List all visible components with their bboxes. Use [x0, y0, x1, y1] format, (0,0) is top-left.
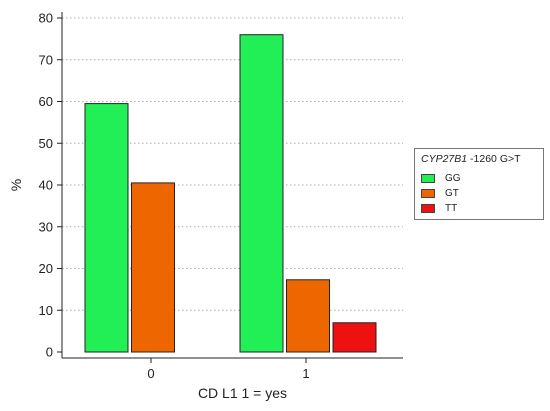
x-axis-label: CD L1 1 = yes: [198, 385, 287, 401]
legend: CYP27B1 -1260 G>T GG GT TT: [414, 148, 544, 220]
legend-title-gene: CYP27B1: [421, 153, 468, 165]
y-tick-label-0: 0: [46, 345, 53, 360]
y-tick-label-50: 50: [39, 136, 53, 151]
bar-gg-0: [84, 103, 129, 353]
bar-gt-1: [286, 279, 330, 353]
y-tick-label-20: 20: [39, 261, 53, 276]
y-tick-label-40: 40: [39, 178, 53, 193]
legend-swatch-gg: [421, 174, 435, 183]
legend-title: CYP27B1 -1260 G>T: [421, 153, 537, 165]
legend-title-variant: -1260 G>T: [467, 153, 521, 165]
legend-swatch-gt: [421, 189, 435, 198]
bar-gt-0: [131, 182, 175, 353]
x-tick-label-0: 0: [147, 366, 154, 381]
y-tick-label-30: 30: [39, 219, 53, 234]
legend-item-gg: GG: [421, 171, 537, 186]
bar-tt-1: [332, 322, 377, 353]
legend-item-tt: TT: [421, 201, 537, 216]
y-axis-label: %: [8, 179, 24, 191]
x-tick-label-1: 1: [302, 366, 309, 381]
bar-gg-1: [239, 34, 284, 353]
legend-label-gt: GT: [445, 188, 459, 199]
y-tick-label-60: 60: [39, 94, 53, 109]
bars: [84, 34, 377, 353]
legend-label-gg: GG: [445, 173, 461, 184]
y-tick-label-10: 10: [39, 303, 53, 318]
y-tick-label-70: 70: [39, 52, 53, 67]
y-tick-label-80: 80: [39, 11, 53, 26]
y-axis-ticks: 0 10 20 30 40 50 60 70 80: [39, 11, 62, 360]
legend-item-gt: GT: [421, 186, 537, 201]
legend-swatch-tt: [421, 204, 435, 213]
legend-label-tt: TT: [445, 203, 458, 214]
